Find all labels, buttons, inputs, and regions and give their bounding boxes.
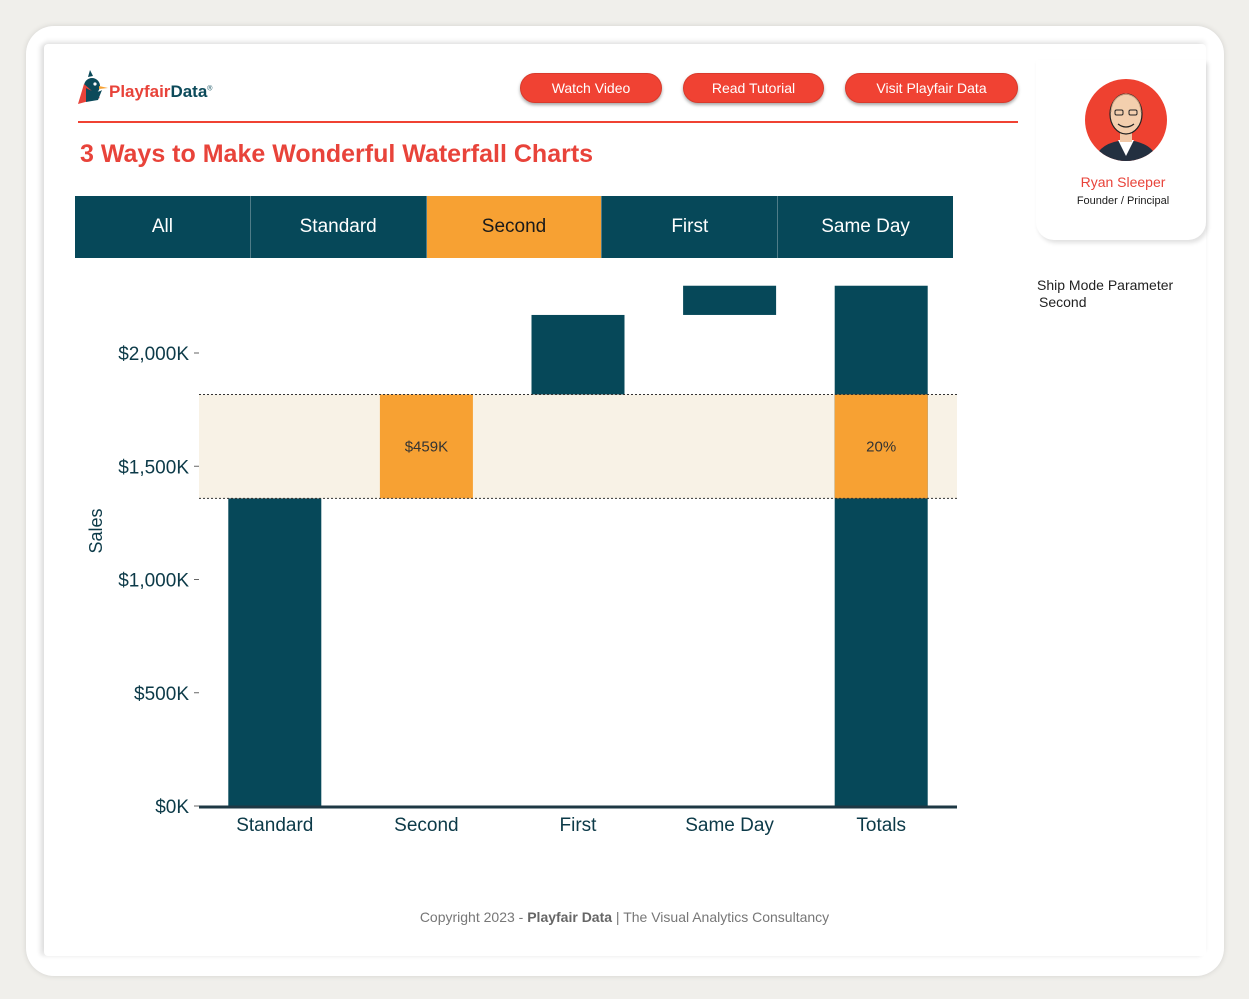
footer-suffix: | The Visual Analytics Consultancy — [612, 909, 830, 925]
tab-first[interactable]: First — [602, 196, 779, 258]
footer: Copyright 2023 - Playfair Data | The Vis… — [0, 909, 1249, 925]
tab-same-day[interactable]: Same Day — [778, 196, 953, 258]
logo-wordmark: PlayfairData® — [109, 82, 213, 101]
profile-name: Ryan Sleeper — [1080, 174, 1166, 190]
footer-brand[interactable]: Playfair Data — [527, 909, 613, 925]
footer-prefix: Copyright 2023 - — [419, 909, 528, 925]
bar-standard — [228, 498, 322, 806]
page-title: 3 Ways to Make Wonderful Waterfall Chart… — [80, 140, 594, 168]
highlight-band — [199, 394, 957, 499]
x-tick-label: Second — [394, 815, 458, 836]
read-tutorial-button[interactable]: Read Tutorial — [683, 73, 824, 103]
bar-second — [379, 394, 473, 499]
parameter-label: Ship Mode Parameter — [1037, 277, 1174, 293]
y-tick-label: $2,000K — [118, 344, 189, 365]
x-tick-label: Totals — [856, 815, 906, 836]
bar-totals — [834, 285, 928, 806]
data-label-totals: 20% — [866, 438, 896, 455]
tab-second[interactable]: Second — [426, 196, 603, 258]
bar-same-day — [683, 285, 777, 315]
watch-video-button[interactable]: Watch Video — [520, 73, 662, 103]
bird-logo-icon — [78, 70, 108, 104]
x-tick-label: Same Day — [685, 815, 774, 836]
y-tick-label: $500K — [134, 684, 189, 705]
bar-first — [531, 314, 625, 395]
ship-mode-tabs: All Standard Second First Same Day — [75, 196, 953, 258]
y-tick-label: $1,000K — [118, 571, 189, 592]
avatar-portrait-icon — [1085, 79, 1167, 161]
header-divider — [78, 121, 1018, 123]
avatar — [1084, 78, 1168, 162]
tab-all[interactable]: All — [75, 196, 251, 258]
bar-totals-highlight-segment — [834, 394, 928, 499]
tab-standard[interactable]: Standard — [250, 196, 427, 258]
playfair-data-logo[interactable]: PlayfairData® — [76, 68, 236, 108]
parameter-value[interactable]: Second — [1039, 294, 1087, 310]
waterfall-chart: $459K 20% $0K $500K $1,000K $1,500K $2,000K Sta… — [86, 285, 957, 836]
profile-role: Founder / Principal — [1076, 195, 1170, 207]
data-label-second: $459K — [405, 438, 448, 455]
y-axis-label: Sales — [86, 508, 106, 553]
y-tick-label: $0K — [155, 797, 189, 818]
y-tick-label: $1,500K — [118, 457, 189, 478]
x-tick-label: First — [560, 815, 598, 836]
x-tick-label: Standard — [236, 815, 313, 836]
visit-playfair-data-button[interactable]: Visit Playfair Data — [845, 73, 1018, 103]
